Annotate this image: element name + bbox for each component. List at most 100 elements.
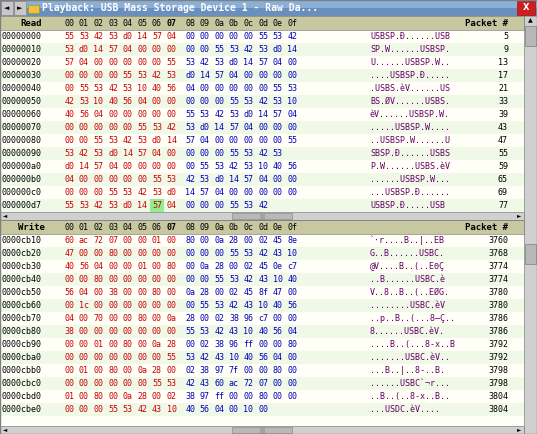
Text: 28: 28	[166, 340, 177, 349]
Text: 00: 00	[79, 275, 89, 284]
Text: 00: 00	[229, 188, 239, 197]
Text: ▲: ▲	[528, 19, 533, 23]
Text: 53: 53	[137, 136, 147, 145]
Text: 00: 00	[185, 97, 195, 106]
Text: 00: 00	[229, 405, 239, 414]
Text: 00: 00	[214, 249, 224, 258]
Text: 00: 00	[166, 301, 177, 310]
Text: 00: 00	[166, 327, 177, 336]
Text: 00000060: 00000060	[2, 110, 42, 119]
Text: 80: 80	[93, 392, 104, 401]
Text: 0000cbe0: 0000cbe0	[2, 405, 42, 414]
Text: 7f: 7f	[229, 366, 239, 375]
Text: 09: 09	[200, 223, 210, 231]
Text: 5: 5	[503, 32, 508, 41]
Text: 04: 04	[108, 162, 118, 171]
Text: 04: 04	[79, 288, 89, 297]
Text: 53: 53	[243, 201, 253, 210]
Text: 60: 60	[64, 236, 74, 245]
Text: 00: 00	[185, 45, 195, 54]
Text: 00: 00	[166, 288, 177, 297]
Text: 28: 28	[137, 392, 147, 401]
Text: 57: 57	[152, 201, 162, 210]
Text: 43: 43	[200, 379, 210, 388]
Text: 53: 53	[273, 149, 282, 158]
Text: 00: 00	[79, 71, 89, 80]
Text: 01: 01	[93, 340, 104, 349]
Text: 3804: 3804	[488, 392, 508, 401]
Text: 00: 00	[166, 366, 177, 375]
Bar	[232, 427, 292, 433]
Text: 57: 57	[137, 149, 147, 158]
Text: 00: 00	[200, 249, 210, 258]
Text: d0: d0	[229, 58, 239, 67]
Bar	[0, 82, 524, 95]
Bar	[28, 5, 39, 13]
Text: 38: 38	[229, 314, 239, 323]
Bar	[0, 147, 524, 160]
Text: 97: 97	[200, 392, 210, 401]
Text: 00000080: 00000080	[2, 136, 42, 145]
Text: 42: 42	[137, 405, 147, 414]
Bar	[0, 43, 524, 56]
Text: 53: 53	[152, 188, 162, 197]
Text: 55: 55	[152, 175, 162, 184]
Text: 00: 00	[152, 327, 162, 336]
Bar	[0, 56, 524, 69]
Text: 00: 00	[108, 262, 118, 271]
Text: 0a: 0a	[214, 223, 224, 231]
Text: 57: 57	[214, 71, 224, 80]
Text: c7: c7	[287, 262, 297, 271]
Text: 00: 00	[122, 379, 133, 388]
Text: 10: 10	[93, 97, 104, 106]
Text: 40: 40	[64, 110, 74, 119]
Text: 00: 00	[273, 123, 282, 132]
Text: 04: 04	[214, 188, 224, 197]
Text: 00: 00	[287, 288, 297, 297]
Text: 10: 10	[287, 249, 297, 258]
Text: 00: 00	[137, 110, 147, 119]
Text: 02: 02	[93, 223, 104, 231]
Text: 14: 14	[258, 110, 268, 119]
Text: 17: 17	[498, 71, 508, 80]
Text: 53: 53	[108, 32, 118, 41]
Text: 00: 00	[122, 175, 133, 184]
Text: 00: 00	[93, 301, 104, 310]
Text: 53: 53	[273, 32, 282, 41]
Bar	[0, 173, 524, 186]
Text: 00: 00	[229, 32, 239, 41]
Text: 00: 00	[137, 288, 147, 297]
Text: 33: 33	[498, 97, 508, 106]
Bar	[0, 273, 524, 286]
Text: 000000a0: 000000a0	[2, 162, 42, 171]
Text: 55: 55	[185, 327, 195, 336]
Text: 0000cb30: 0000cb30	[2, 262, 42, 271]
Text: 00: 00	[93, 405, 104, 414]
Text: 04: 04	[93, 262, 104, 271]
Text: 53: 53	[229, 275, 239, 284]
Text: 42: 42	[229, 162, 239, 171]
Text: 00: 00	[108, 314, 118, 323]
Text: 04: 04	[122, 223, 133, 231]
Bar	[0, 95, 524, 108]
Text: 3760: 3760	[488, 236, 508, 245]
Text: 00: 00	[229, 392, 239, 401]
Text: 43: 43	[229, 327, 239, 336]
Text: 00: 00	[258, 123, 268, 132]
Text: 55: 55	[108, 188, 118, 197]
Text: 53: 53	[185, 123, 195, 132]
Bar	[0, 351, 524, 364]
Text: 0a: 0a	[214, 236, 224, 245]
Text: 00: 00	[185, 262, 195, 271]
Text: 40: 40	[287, 275, 297, 284]
Text: 53: 53	[287, 84, 297, 93]
Text: 00: 00	[93, 327, 104, 336]
Text: 00: 00	[258, 340, 268, 349]
Text: 00: 00	[64, 353, 74, 362]
Text: 42: 42	[258, 149, 268, 158]
Text: 00: 00	[64, 123, 74, 132]
Text: 00: 00	[166, 45, 177, 54]
Text: 00: 00	[214, 288, 224, 297]
Text: 00: 00	[137, 275, 147, 284]
Text: 56: 56	[166, 84, 177, 93]
